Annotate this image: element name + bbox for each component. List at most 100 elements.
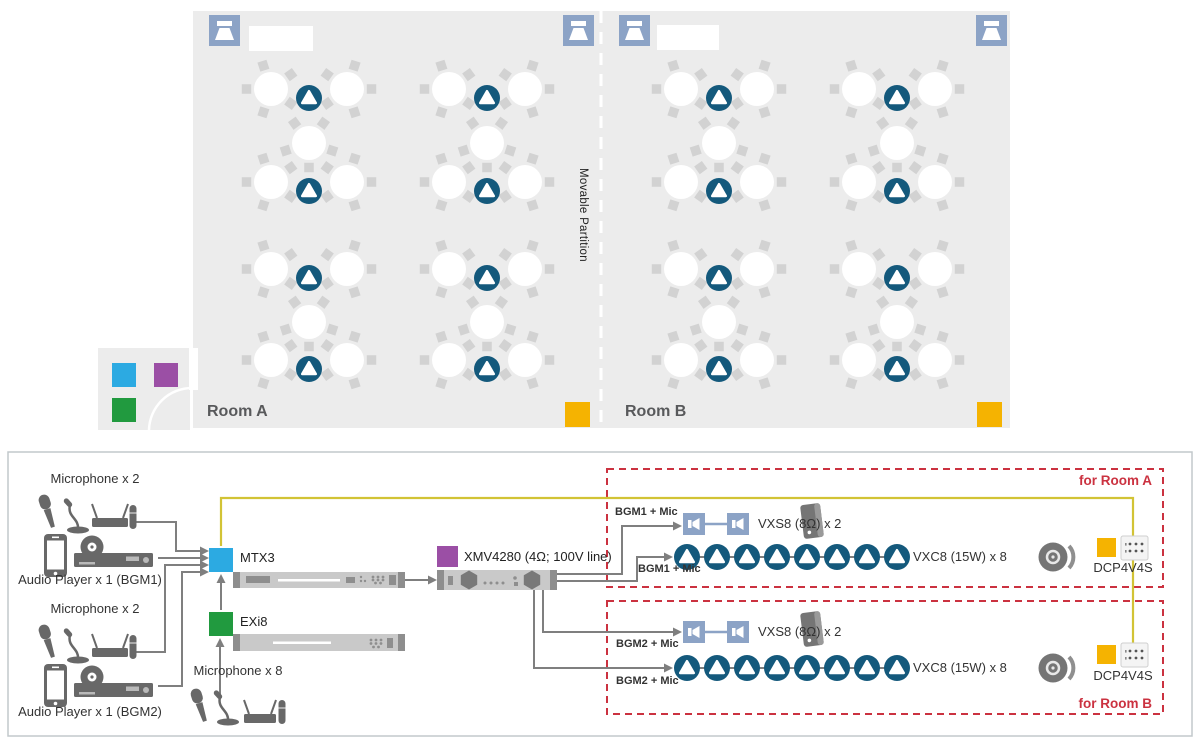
system-diagram — [7, 451, 1193, 737]
banquet-table — [702, 305, 736, 339]
room-b-dcp-label: DCP4V4S — [1093, 668, 1153, 683]
chair — [435, 152, 448, 165]
phone-button — [53, 571, 58, 576]
chair — [730, 247, 744, 262]
rack-slot — [273, 641, 331, 644]
ceiling-speaker-glyph — [858, 548, 876, 564]
vxs8-speaker-icon — [683, 621, 705, 643]
dcp-marker — [1097, 538, 1116, 557]
wall-speaker-top — [571, 21, 586, 26]
chair — [845, 152, 858, 165]
wall-speaker-top — [984, 21, 999, 26]
chair — [320, 189, 334, 204]
mic-body — [129, 505, 137, 529]
banquet-table — [842, 72, 876, 106]
banquet-table — [330, 343, 364, 377]
chair — [694, 67, 708, 82]
chair — [908, 367, 922, 382]
exi8-marker — [209, 612, 233, 636]
chair — [730, 367, 744, 382]
chair — [936, 199, 949, 212]
exi8-rack — [233, 634, 405, 651]
mic-body — [278, 700, 286, 724]
banquet-table — [508, 252, 542, 286]
mic-body — [129, 635, 137, 659]
chair — [875, 295, 890, 309]
chair — [257, 152, 270, 165]
rack-port-dot — [369, 642, 373, 645]
chair — [726, 295, 741, 309]
chair — [462, 96, 476, 111]
chair — [892, 341, 902, 352]
rack-dot — [514, 582, 518, 586]
room-b-feed-top-label: BGM2 + Mic — [616, 638, 679, 650]
rack-port-dot — [376, 575, 380, 579]
ceiling-speaker-glyph — [478, 269, 496, 285]
chair — [284, 96, 298, 111]
vxs8-driver — [732, 520, 736, 528]
side-rim — [1067, 655, 1076, 681]
chair — [526, 377, 539, 390]
chair — [667, 286, 680, 299]
banquet-table — [254, 252, 288, 286]
room-b-label: Room B — [625, 403, 687, 420]
ceiling-speaker-glyph — [888, 269, 906, 285]
chair — [667, 239, 680, 252]
chair — [651, 177, 662, 187]
mic-b-to-mtx3 — [130, 564, 200, 653]
chair — [304, 162, 314, 173]
chair — [462, 189, 476, 204]
wall-speaker-horn — [982, 28, 1001, 40]
rack-port-dot — [369, 638, 373, 642]
banquet-table — [880, 305, 914, 339]
xmv-to-room-b-vxs — [542, 590, 673, 633]
phone-button — [53, 701, 58, 706]
arrow-head — [216, 574, 226, 583]
dcp-dot — [1128, 656, 1132, 660]
chair — [526, 59, 539, 72]
chair — [435, 59, 448, 72]
chair — [544, 84, 555, 94]
rack-port-dot — [381, 578, 385, 582]
cd-center — [90, 545, 94, 549]
ceiling-speaker-glyph — [478, 182, 496, 198]
chair — [526, 286, 539, 299]
chair — [320, 367, 334, 382]
antenna — [122, 633, 129, 649]
chair — [667, 59, 680, 72]
mic-band — [129, 642, 137, 644]
chair — [498, 276, 512, 291]
chair — [279, 323, 292, 336]
banquet-table — [508, 165, 542, 199]
room-b-screen — [657, 25, 719, 50]
banquet-table — [508, 72, 542, 106]
floor-plan — [98, 11, 1010, 431]
rack-port-dot — [374, 638, 378, 642]
chair — [954, 355, 965, 365]
banquet-table — [918, 165, 952, 199]
banquet-table — [664, 72, 698, 106]
chair — [498, 67, 512, 82]
ceiling-speaker-glyph — [708, 548, 726, 564]
chair — [697, 116, 712, 130]
chair — [872, 96, 886, 111]
wireless-receiver-icon — [91, 633, 129, 657]
chair — [284, 160, 298, 175]
banquet-table — [254, 343, 288, 377]
receiver-body — [244, 714, 276, 723]
rack-port-dot — [374, 581, 377, 585]
chair — [366, 84, 377, 94]
cone-ring — [1045, 549, 1061, 565]
chair — [776, 84, 787, 94]
chair — [908, 276, 922, 291]
chair — [544, 264, 555, 274]
xmv4280-rack — [437, 570, 557, 590]
chair — [730, 160, 744, 175]
antenna — [91, 503, 98, 519]
chair — [776, 355, 787, 365]
banquet-table — [702, 126, 736, 160]
banquet-table — [918, 343, 952, 377]
chair — [462, 247, 476, 262]
chair — [465, 116, 480, 130]
chair — [914, 323, 927, 336]
